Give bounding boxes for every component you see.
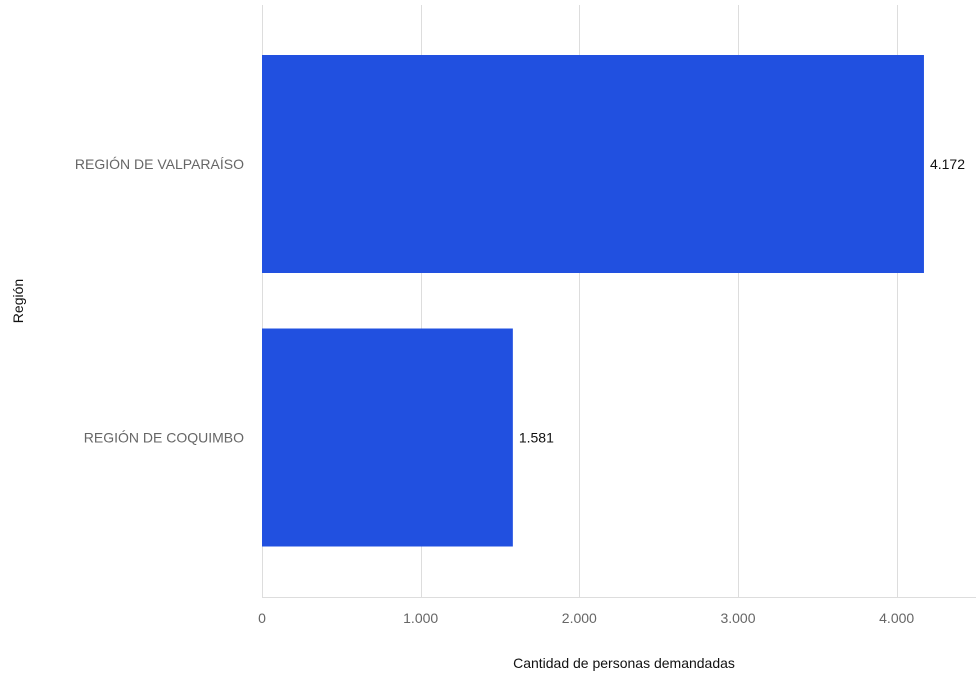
x-tick-label: 4.000 <box>879 610 914 626</box>
labels: REGIÓN DE VALPARAÍSO 4.172 REGIÓN DE COQUI… <box>75 156 965 446</box>
y-axis-title: Región <box>10 279 26 323</box>
x-axis: 0 1.000 2.000 3.000 4.000 <box>258 597 976 626</box>
bar-value-label: 1.581 <box>519 430 554 446</box>
bars <box>262 55 924 547</box>
bar-value-label: 4.172 <box>930 156 965 172</box>
y-category-label: REGIÓN DE VALPARAÍSO <box>75 156 244 172</box>
y-category-label: REGIÓN DE COQUIMBO <box>84 430 244 446</box>
x-tick-label: 1.000 <box>403 610 438 626</box>
bar <box>262 328 513 547</box>
x-tick-label: 3.000 <box>720 610 755 626</box>
x-axis-title: Cantidad de personas demandadas <box>513 655 735 671</box>
x-tick-label: 0 <box>258 610 266 626</box>
bar <box>262 55 924 273</box>
x-tick-label: 2.000 <box>562 610 597 626</box>
